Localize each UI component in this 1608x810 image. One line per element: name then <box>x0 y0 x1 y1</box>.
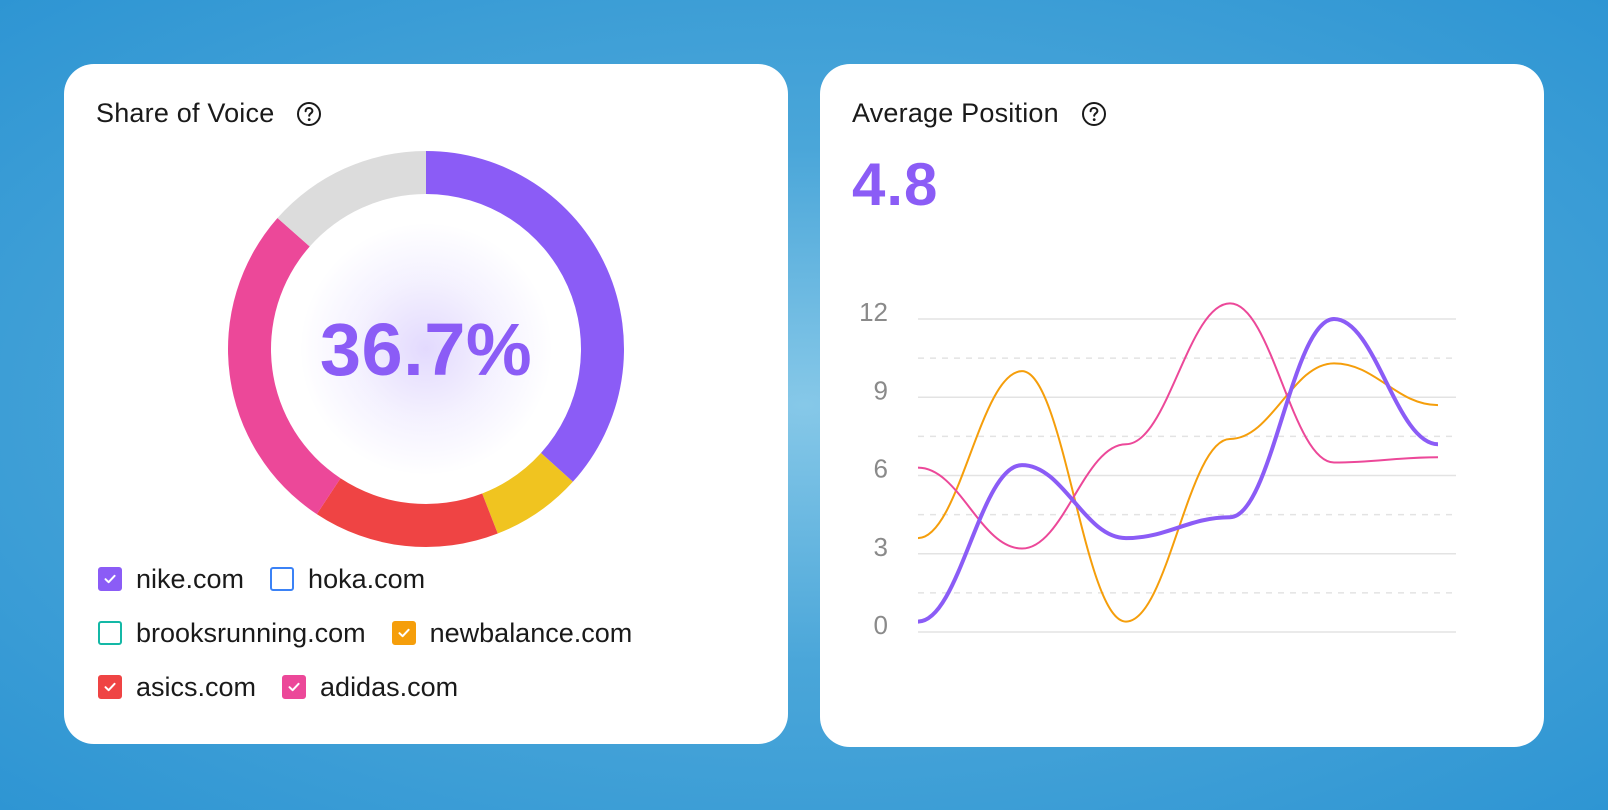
series-line-nike-com[interactable] <box>918 316 1438 624</box>
check-icon <box>398 628 410 638</box>
check-icon <box>104 574 116 584</box>
share-of-voice-donut: 36.7% <box>221 144 631 554</box>
donut-segment-nike-com[interactable] <box>426 151 624 482</box>
y-tick-label: 12 <box>859 297 888 327</box>
average-position-title-row: Average Position <box>852 98 1107 129</box>
checkbox-checked[interactable] <box>282 675 307 699</box>
y-tick-label: 0 <box>874 610 888 640</box>
share-of-voice-title-row: Share of Voice <box>96 98 322 129</box>
average-position-card: 0 3 6 9 12 Average Position 4.8 <box>820 64 1544 747</box>
legend-row: nike.com hoka.com <box>98 552 778 606</box>
checkbox-unchecked[interactable] <box>98 621 122 645</box>
checkbox-checked[interactable] <box>98 675 122 699</box>
checkbox-checked[interactable] <box>98 567 122 591</box>
legend-label: newbalance.com <box>429 617 633 648</box>
share-of-voice-value: 36.7% <box>319 307 533 391</box>
legend-label: nike.com <box>136 563 245 594</box>
help-icon[interactable] <box>1081 101 1107 127</box>
y-tick-label: 6 <box>874 454 888 484</box>
legend-row: asics.com adidas.com <box>98 660 778 714</box>
legend-item-nike-com[interactable]: nike.com <box>98 564 244 595</box>
series-line-newbalance-com[interactable] <box>918 362 1438 623</box>
legend: nike.com hoka.com brooksrunning.com newbala… <box>98 552 778 714</box>
donut-segment-asics-com[interactable] <box>316 478 498 547</box>
share-of-voice-title: Share of Voice <box>96 98 275 128</box>
check-icon <box>288 682 300 692</box>
legend-label: brooksrunning.com <box>136 617 366 648</box>
donut-segment-newbalance-com[interactable] <box>482 452 573 534</box>
average-position-chart: 0 3 6 9 12 <box>859 297 1456 640</box>
legend-label: hoka.com <box>308 563 426 594</box>
check-icon <box>104 682 116 692</box>
legend-row: brooksrunning.com newbalance.com <box>98 606 778 660</box>
average-position-title: Average Position <box>852 98 1059 128</box>
legend-item-adidas-com[interactable]: adidas.com <box>282 672 458 703</box>
series-line-adidas-com[interactable] <box>918 302 1438 550</box>
share-of-voice-card: Share of Voice 36.7% nike.com hoka.com bro… <box>64 64 788 744</box>
help-icon[interactable] <box>296 101 322 127</box>
y-tick-label: 3 <box>874 532 888 562</box>
legend-item-newbalance-com[interactable]: newbalance.com <box>391 617 633 649</box>
legend-label: adidas.com <box>320 671 459 702</box>
y-tick-label: 9 <box>874 375 888 405</box>
legend-item-hoka-com[interactable]: hoka.com <box>270 564 425 595</box>
donut-chart <box>227 151 624 547</box>
donut-segment-other[interactable] <box>277 151 426 247</box>
checkbox-unchecked[interactable] <box>270 567 295 591</box>
legend-item-brooksrunning-com[interactable]: brooksrunning.com <box>98 618 366 649</box>
legend-item-asics-com[interactable]: asics.com <box>98 672 256 703</box>
checkbox-checked[interactable] <box>391 621 416 645</box>
average-position-value: 4.8 <box>852 151 939 218</box>
legend-label: asics.com <box>136 671 257 702</box>
donut-segment-adidas-com[interactable] <box>227 218 341 515</box>
